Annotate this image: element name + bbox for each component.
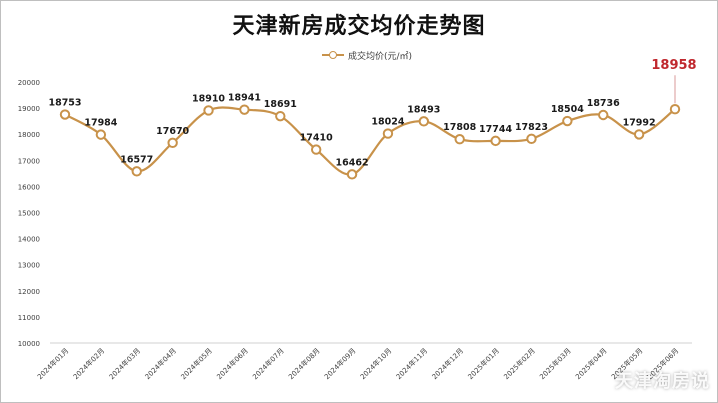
y-tick-label: 16000 <box>18 183 40 191</box>
y-tick-label: 10000 <box>18 340 40 348</box>
data-label: 17808 <box>443 122 476 133</box>
y-tick-label: 17000 <box>18 157 40 165</box>
y-tick-label: 11000 <box>18 314 40 322</box>
data-point <box>95 129 107 140</box>
data-point <box>669 103 681 115</box>
data-label: 17984 <box>84 118 117 129</box>
legend-swatch <box>322 49 344 61</box>
data-label: 16462 <box>336 157 369 168</box>
chart-legend: 成交均价(元/㎡) <box>322 48 412 62</box>
data-label: 18941 <box>228 93 261 104</box>
x-tick-label: 2024年05月 <box>179 346 214 381</box>
data-point <box>633 129 645 140</box>
data-point <box>275 110 286 122</box>
data-label: 18910 <box>192 93 225 104</box>
data-label: 18493 <box>407 104 440 115</box>
data-label: 18691 <box>264 99 297 110</box>
x-tick-label: 2024年10月 <box>358 346 393 381</box>
data-point <box>490 135 501 147</box>
y-tick-label: 19000 <box>18 105 40 113</box>
data-point <box>562 115 573 127</box>
x-tick-label: 2024年08月 <box>286 346 321 381</box>
x-tick-label: 2025年01月 <box>466 346 501 381</box>
data-point <box>346 169 358 180</box>
y-tick-label: 12000 <box>18 288 40 296</box>
data-label: 17992 <box>623 117 656 128</box>
x-tick-label: 2025年04月 <box>573 346 608 381</box>
data-label: 18958 <box>651 58 696 73</box>
data-point <box>598 109 609 121</box>
y-tick-label: 20000 <box>18 79 40 87</box>
data-label: 18736 <box>587 98 620 109</box>
data-point <box>418 116 430 127</box>
legend-label: 成交均价(元/㎡) <box>348 51 413 62</box>
x-tick-label: 2024年02月 <box>71 346 106 381</box>
x-tick-label: 2024年01月 <box>35 346 70 381</box>
data-point <box>59 109 71 120</box>
x-tick-label: 2024年12月 <box>430 346 465 381</box>
data-label: 18753 <box>48 98 81 109</box>
data-label: 17410 <box>300 133 333 144</box>
x-tick-label: 2024年11月 <box>394 346 429 381</box>
y-tick-label: 15000 <box>18 210 40 218</box>
data-point <box>310 144 322 155</box>
x-tick-label: 2024年06月 <box>215 346 250 381</box>
data-label: 17670 <box>156 126 189 137</box>
data-point <box>239 104 250 115</box>
x-tick-label: 2025年02月 <box>502 346 537 381</box>
y-tick-label: 13000 <box>18 262 40 270</box>
y-tick-label: 18000 <box>18 131 40 139</box>
data-label: 16577 <box>120 154 153 165</box>
data-label: 17823 <box>515 122 548 133</box>
data-label: 18024 <box>371 117 404 128</box>
data-point <box>131 166 142 177</box>
x-tick-label: 2024年03月 <box>107 346 142 381</box>
y-tick-label: 14000 <box>18 236 40 244</box>
data-point <box>382 128 394 139</box>
series-line <box>64 106 676 176</box>
data-point <box>167 137 178 149</box>
x-tick-label: 2024年07月 <box>251 346 286 381</box>
x-tick-label: 2024年04月 <box>143 346 178 381</box>
data-point <box>526 133 537 145</box>
x-tick-label: 2025年03月 <box>538 346 573 381</box>
data-label: 17744 <box>479 124 512 135</box>
watermark: 天津淘房说 <box>615 371 710 392</box>
chart-title: 天津新房成交均价走势图 <box>232 14 486 39</box>
data-label: 18504 <box>551 104 584 115</box>
data-point <box>203 105 214 116</box>
x-tick-label: 2024年09月 <box>322 346 357 381</box>
data-point <box>454 134 465 145</box>
